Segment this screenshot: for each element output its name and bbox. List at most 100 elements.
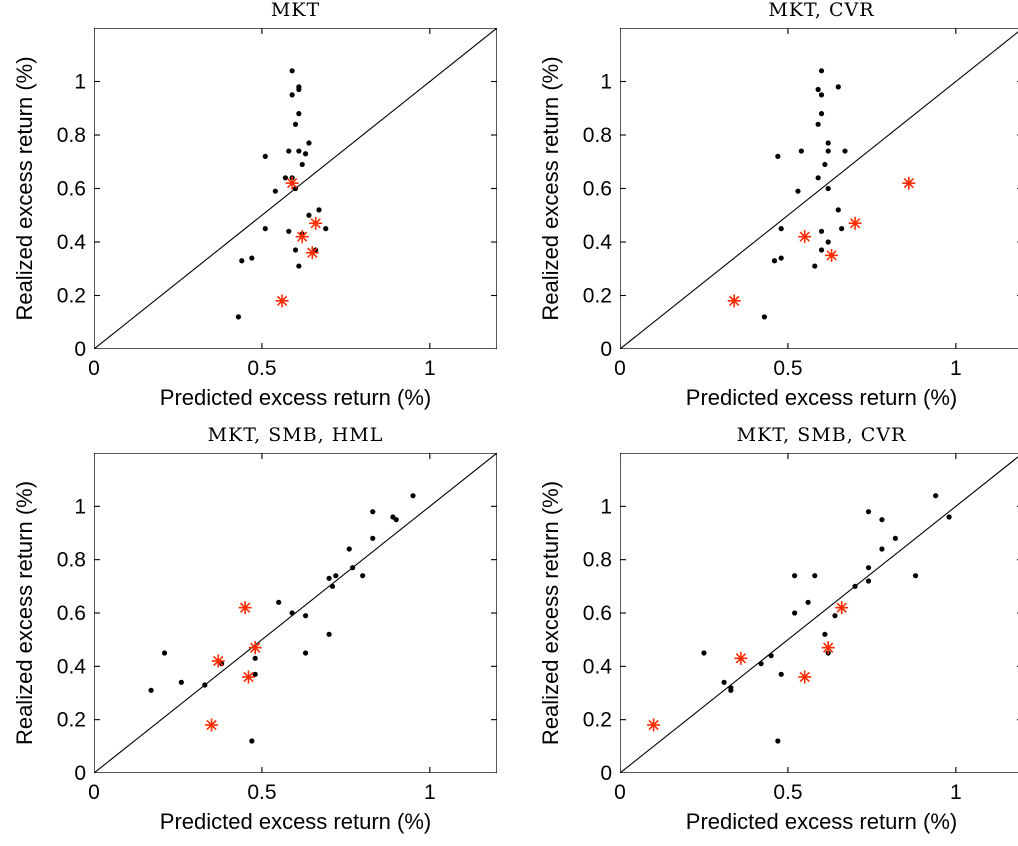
y-tick-label: 0.2 xyxy=(57,709,86,732)
data-point-dot xyxy=(286,148,292,154)
data-point-dot xyxy=(299,161,305,168)
subplot-title: MKT, SMB, CVR xyxy=(737,424,907,446)
data-point-dot xyxy=(148,687,154,693)
data-point-dot xyxy=(818,228,825,234)
data-point-dot xyxy=(822,161,828,168)
y-tick-label: 0 xyxy=(74,338,86,361)
x-tick-label: 1 xyxy=(950,781,962,804)
data-point-dot xyxy=(302,151,309,157)
x-tick-label: 1 xyxy=(424,781,436,804)
data-point-dot xyxy=(839,226,845,232)
data-point-dot xyxy=(360,573,366,579)
data-point-asterisk xyxy=(295,230,309,244)
data-point-dot xyxy=(865,578,872,584)
y-tick-label: 0 xyxy=(600,338,612,361)
data-point-dot xyxy=(825,185,831,192)
data-point-dot xyxy=(262,153,268,159)
data-point-dot xyxy=(286,228,292,234)
data-point-dot xyxy=(296,111,302,117)
y-axis-label: Realized excess return (%) xyxy=(538,481,563,745)
data-point-dot xyxy=(771,258,778,264)
subplot-2: MKT, CVR 0 0.5 1 0 0.2 0.4 0.6 0.8 1 Predicted exc… xyxy=(538,0,1018,410)
data-point-dot xyxy=(282,175,289,181)
data-point-asterisk xyxy=(835,601,849,615)
data-point-dot xyxy=(249,738,255,744)
x-tick-label: 0 xyxy=(614,357,626,380)
data-point-dot xyxy=(272,188,278,194)
data-point-dot xyxy=(946,514,952,520)
data-point-asterisk xyxy=(248,641,262,655)
data-point-asterisk xyxy=(285,176,299,190)
y-tick-label: 0.2 xyxy=(583,709,612,732)
data-point-dot xyxy=(326,575,332,581)
data-point-dot xyxy=(778,255,784,261)
y-tick-label: 0.6 xyxy=(57,602,86,625)
y-tick-label: 0.6 xyxy=(57,178,86,201)
data-point-dot xyxy=(865,509,872,515)
data-point-asterisk xyxy=(241,670,255,684)
data-point-asterisk xyxy=(309,216,323,230)
data-point-dot xyxy=(795,188,801,194)
data-point-dot xyxy=(333,573,339,579)
data-point-asterisk xyxy=(848,216,862,230)
data-point-asterisk xyxy=(821,641,835,655)
data-point-dot xyxy=(865,565,872,571)
x-axis-label: Predicted excess return (%) xyxy=(160,809,431,834)
data-point-dot xyxy=(815,175,821,181)
x-axis-label: Predicted excess return (%) xyxy=(160,385,431,410)
data-point-dot xyxy=(302,650,309,656)
x-tick-label: 1 xyxy=(424,357,436,380)
data-point-dot xyxy=(879,546,885,552)
data-point-dot xyxy=(758,661,764,667)
y-axis-label: Realized excess return (%) xyxy=(12,56,37,320)
data-point-dot xyxy=(768,653,774,659)
y-tick-label: 0.4 xyxy=(57,231,87,254)
data-point-dot xyxy=(370,509,376,515)
data-point-dot xyxy=(306,212,312,218)
reference-line-45deg xyxy=(620,31,1018,349)
y-tick-label: 0.6 xyxy=(583,178,612,201)
data-point-dot xyxy=(775,738,781,744)
data-point-dot xyxy=(370,535,376,541)
data-point-dot xyxy=(292,121,299,127)
y-tick-label: 0.2 xyxy=(583,285,612,308)
data-point-dot xyxy=(701,650,707,656)
y-tick-label: 0.4 xyxy=(57,655,87,678)
y-tick-label: 0.2 xyxy=(57,285,86,308)
x-tick-label: 0.5 xyxy=(773,357,802,380)
data-point-dot xyxy=(249,255,255,261)
data-point-asterisk xyxy=(211,654,225,668)
data-point-dot xyxy=(289,68,295,74)
data-point-asterisk xyxy=(205,718,219,732)
data-point-dot xyxy=(775,153,781,159)
data-point-dot xyxy=(792,610,798,616)
data-point-asterisk xyxy=(275,294,289,308)
data-point-asterisk xyxy=(825,248,839,262)
data-point-dot xyxy=(410,493,416,499)
data-point-dot xyxy=(852,583,858,589)
data-point-dot xyxy=(879,517,885,523)
data-point-dot xyxy=(289,92,295,98)
data-point-dot xyxy=(818,247,825,253)
y-tick-label: 0.4 xyxy=(583,231,613,254)
y-tick-label: 1 xyxy=(600,71,612,94)
data-point-dot xyxy=(296,148,302,154)
data-point-dot xyxy=(349,565,356,571)
data-point-dot xyxy=(912,573,919,579)
data-point-dot xyxy=(329,583,336,589)
x-tick-label: 1 xyxy=(950,357,962,380)
data-point-dot xyxy=(761,314,768,320)
reference-line-45deg xyxy=(94,453,497,773)
subplot-3: MKT, SMB, HML 0 0.5 1 0 0.2 0.4 0.6 0.8 1 Predicte… xyxy=(12,424,497,834)
data-point-dot xyxy=(393,517,399,523)
y-tick-label: 0 xyxy=(600,762,612,785)
y-tick-label: 0.6 xyxy=(583,602,612,625)
data-point-dot xyxy=(835,207,841,213)
data-point-dot xyxy=(842,148,848,154)
y-tick-label: 0.8 xyxy=(583,124,612,147)
data-point-dot xyxy=(815,121,821,127)
data-point-dot xyxy=(825,239,831,245)
data-point-dot xyxy=(306,140,312,146)
data-point-dot xyxy=(825,140,831,146)
data-point-dot xyxy=(289,610,295,616)
